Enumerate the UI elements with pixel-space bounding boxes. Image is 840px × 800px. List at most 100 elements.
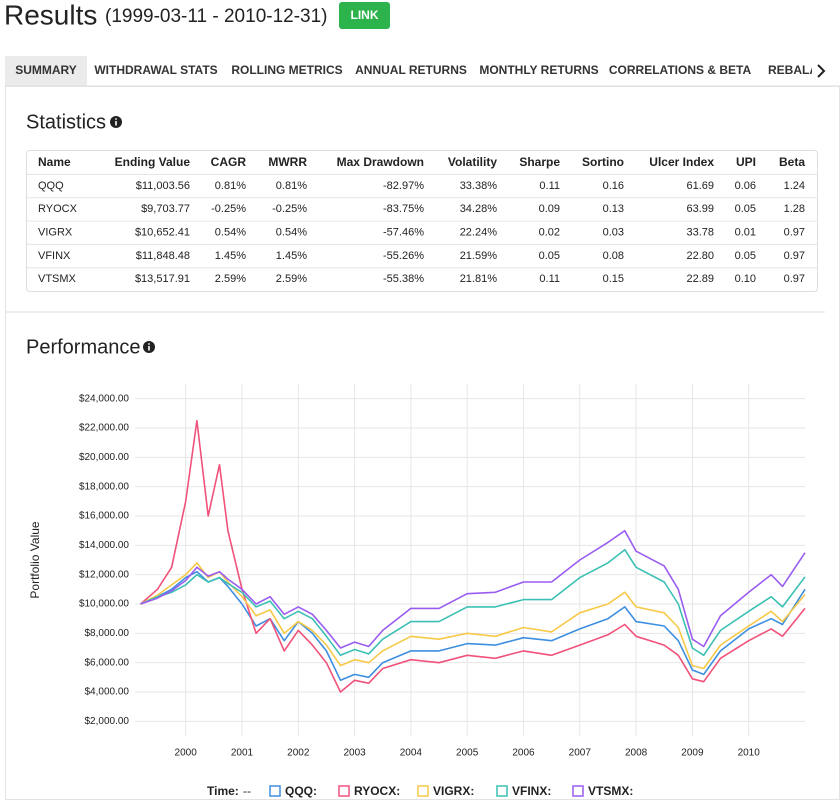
table-cell: 33.78 <box>686 227 714 239</box>
date-range: (1999-03-11 - 2010-12-31) <box>105 6 328 27</box>
table-cell: 0.97 <box>784 250 805 262</box>
table-cell: 0.01 <box>735 227 756 239</box>
table-cell: 0.16 <box>603 180 624 192</box>
x-tick-label: 2009 <box>681 748 704 759</box>
table-cell: 0.05 <box>539 250 560 262</box>
legend-swatch[interactable] <box>269 785 281 797</box>
tab[interactable]: SUMMARY <box>15 63 77 77</box>
table-cell: 1.45% <box>215 250 246 262</box>
legend-swatch[interactable] <box>496 785 508 797</box>
column-header: Ending Value <box>115 155 191 169</box>
y-tick-label: $14,000.00 <box>79 540 129 551</box>
table-cell: -57.46% <box>383 227 424 239</box>
x-tick-label: 2000 <box>175 748 198 759</box>
tabs-scroll-arrow[interactable] <box>817 64 826 78</box>
table-cell: QQQ <box>38 180 64 192</box>
x-tick-label: 2003 <box>343 748 366 759</box>
info-icon[interactable] <box>143 341 155 353</box>
y-tick-label: $18,000.00 <box>79 481 129 492</box>
y-tick-label: $20,000.00 <box>79 452 129 463</box>
legend-time-label: Time: <box>207 784 239 798</box>
y-tick-label: $8,000.00 <box>85 628 130 639</box>
column-header: UPI <box>736 155 756 169</box>
info-icon[interactable] <box>110 116 122 128</box>
table-cell: 0.05 <box>735 203 756 215</box>
y-tick-label: $4,000.00 <box>85 687 130 698</box>
legend-label[interactable]: QQQ: <box>285 784 317 798</box>
results-title: Results <box>4 0 97 30</box>
table-cell: -0.25% <box>272 203 307 215</box>
table-cell: $11,848.48 <box>136 250 190 262</box>
column-header: MWRR <box>268 155 307 169</box>
table-cell: 0.02 <box>539 227 560 239</box>
tab[interactable]: CORRELATIONS & BETA <box>609 63 752 77</box>
x-tick-label: 2008 <box>625 748 648 759</box>
x-tick-label: 2010 <box>738 748 761 759</box>
y-tick-label: $12,000.00 <box>79 569 129 580</box>
y-tick-label: $2,000.00 <box>85 716 130 727</box>
table-cell: 0.11 <box>539 273 560 285</box>
column-header: Volatility <box>448 155 497 169</box>
table-cell: 0.13 <box>603 203 624 215</box>
table-cell: -83.75% <box>383 203 424 215</box>
table-cell: 21.59% <box>460 250 498 262</box>
table-cell: -55.38% <box>383 273 424 285</box>
table-cell: 1.28 <box>784 203 805 215</box>
legend-swatch[interactable] <box>338 785 350 797</box>
column-header: Name <box>38 155 71 169</box>
table-cell: 0.03 <box>603 227 624 239</box>
tab[interactable]: WITHDRAWAL STATS <box>94 63 217 77</box>
table-cell: 22.80 <box>686 250 714 262</box>
x-tick-label: 2004 <box>400 748 423 759</box>
y-tick-label: $24,000.00 <box>79 393 129 404</box>
x-tick-label: 2002 <box>287 748 310 759</box>
table-cell: -82.97% <box>383 180 424 192</box>
legend-label[interactable]: RYOCX: <box>354 784 400 798</box>
x-tick-label: 2007 <box>569 748 592 759</box>
table-cell: 33.38% <box>460 180 498 192</box>
tab[interactable]: ROLLING METRICS <box>231 63 342 77</box>
table-cell: 1.24 <box>784 180 805 192</box>
table-cell: -55.26% <box>383 250 424 262</box>
legend-label[interactable]: VIGRX: <box>433 784 474 798</box>
tab[interactable]: ANNUAL RETURNS <box>355 63 467 77</box>
link-button-label[interactable]: LINK <box>351 8 379 22</box>
table-cell: 34.28% <box>460 203 498 215</box>
y-tick-label: $16,000.00 <box>79 511 129 522</box>
table-cell: 21.81% <box>460 273 498 285</box>
table-cell: 0.54% <box>215 227 246 239</box>
legend-time-value: -- <box>243 784 251 798</box>
active-tab-bg <box>5 56 87 86</box>
table-cell: 0.08 <box>603 250 624 262</box>
legend-swatch[interactable] <box>417 785 429 797</box>
table-cell: 1.45% <box>276 250 307 262</box>
table-cell: VTSMX <box>38 273 77 285</box>
performance-title: Performance <box>26 336 141 358</box>
table-cell: 0.05 <box>735 250 756 262</box>
legend-swatch[interactable] <box>572 785 584 797</box>
column-header: Sharpe <box>519 155 560 169</box>
link-button[interactable] <box>339 2 390 29</box>
tab[interactable]: MONTHLY RETURNS <box>479 63 598 77</box>
table-cell: 0.11 <box>539 180 560 192</box>
table-cell: 63.99 <box>686 203 714 215</box>
table-cell: 0.97 <box>784 227 805 239</box>
table-cell: 0.81% <box>276 180 307 192</box>
table-cell: RYOCX <box>38 203 78 215</box>
card <box>5 86 840 800</box>
table-cell: 22.89 <box>686 273 714 285</box>
column-header: CAGR <box>211 155 247 169</box>
legend-label[interactable]: VTSMX: <box>588 784 633 798</box>
column-header: Sortino <box>582 155 624 169</box>
table-cell: 22.24% <box>460 227 498 239</box>
table-cell: 0.10 <box>735 273 756 285</box>
column-header: Beta <box>779 155 805 169</box>
y-axis-label: Portfolio Value <box>28 521 42 598</box>
table-cell: 2.59% <box>276 273 307 285</box>
legend-label[interactable]: VFINX: <box>512 784 551 798</box>
column-header: Max Drawdown <box>337 155 424 169</box>
table-cell: 0.15 <box>603 273 624 285</box>
tab[interactable]: REBALANCING <box>768 63 840 77</box>
table-cell: 0.54% <box>276 227 307 239</box>
